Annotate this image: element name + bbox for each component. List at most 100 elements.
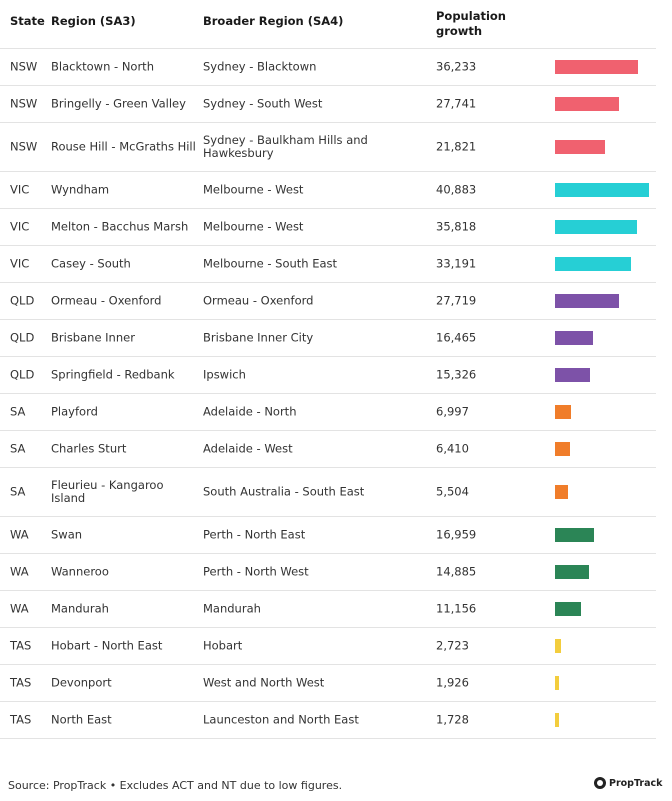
region-cell: Springfield - Redbank bbox=[51, 367, 175, 382]
population-bar bbox=[555, 405, 571, 419]
source-note: Source: PropTrack • Excludes ACT and NT … bbox=[8, 779, 343, 792]
population-bar bbox=[555, 140, 605, 154]
table-row: SA Fleurieu - Kangaroo Island South Austra… bbox=[0, 468, 656, 517]
table-row: SA Playford Adelaide - North 6,997 bbox=[0, 394, 656, 431]
population-cell: 2,723 bbox=[436, 638, 469, 653]
state-cell: TAS bbox=[10, 712, 32, 727]
population-bar bbox=[555, 183, 649, 197]
state-cell: QLD bbox=[10, 293, 35, 308]
population-cell: 5,504 bbox=[436, 484, 469, 499]
region-cell: Casey - South bbox=[51, 256, 131, 271]
state-cell: VIC bbox=[10, 256, 30, 271]
population-bar bbox=[555, 331, 593, 345]
population-cell: 27,719 bbox=[436, 293, 477, 308]
proptrack-logo: PropTrack bbox=[594, 777, 662, 789]
state-cell: SA bbox=[10, 404, 26, 419]
broader-region-cell: Ormeau - Oxenford bbox=[203, 293, 314, 308]
region-cell: Ormeau - Oxenford bbox=[51, 293, 162, 308]
population-bar bbox=[555, 220, 637, 234]
table-row: QLD Springfield - Redbank Ipswich 15,326 bbox=[0, 357, 656, 394]
population-bar bbox=[555, 485, 568, 499]
header-population-growth: Population growth bbox=[436, 9, 506, 38]
population-bar bbox=[555, 442, 570, 456]
region-cell: Rouse Hill - McGraths Hill bbox=[51, 139, 196, 154]
broader-region-cell: Launceston and North East bbox=[203, 712, 359, 727]
table-row: NSW Blacktown - North Sydney - Blacktown 36… bbox=[0, 49, 656, 86]
population-cell: 15,326 bbox=[436, 367, 477, 382]
table-row: SA Charles Sturt Adelaide - West 6,410 bbox=[0, 431, 656, 468]
region-cell: Blacktown - North bbox=[51, 59, 154, 74]
population-cell: 21,821 bbox=[436, 139, 477, 154]
population-bar bbox=[555, 97, 619, 111]
population-cell: 16,465 bbox=[436, 330, 477, 345]
table-header: State Region (SA3) Broader Region (SA4) … bbox=[0, 0, 656, 49]
table-row: WA Wanneroo Perth - North West 14,885 bbox=[0, 554, 656, 591]
broader-region-cell: Ipswich bbox=[203, 367, 246, 382]
region-cell: Brisbane Inner bbox=[51, 330, 135, 345]
table-body: NSW Blacktown - North Sydney - Blacktown 36… bbox=[0, 49, 656, 739]
broader-region-cell: Sydney - South West bbox=[203, 96, 323, 111]
state-cell: TAS bbox=[10, 675, 32, 690]
state-cell: VIC bbox=[10, 219, 30, 234]
table-row: TAS Hobart - North East Hobart 2,723 bbox=[0, 628, 656, 665]
state-cell: QLD bbox=[10, 330, 35, 345]
broader-region-cell: Perth - North West bbox=[203, 564, 309, 579]
population-cell: 6,410 bbox=[436, 441, 469, 456]
state-cell: WA bbox=[10, 601, 29, 616]
population-cell: 35,818 bbox=[436, 219, 477, 234]
table-row: TAS Devonport West and North West 1,926 bbox=[0, 665, 656, 702]
region-cell: Melton - Bacchus Marsh bbox=[51, 219, 189, 234]
broader-region-cell: Brisbane Inner City bbox=[203, 330, 314, 345]
state-cell: NSW bbox=[10, 96, 38, 111]
region-cell: Devonport bbox=[51, 675, 112, 690]
state-cell: VIC bbox=[10, 182, 30, 197]
broader-region-cell: Sydney - Baulkham Hills and Hawkesbury bbox=[203, 133, 368, 160]
proptrack-logo-text: PropTrack bbox=[609, 777, 663, 789]
table-row: NSW Bringelly - Green Valley Sydney - Sout… bbox=[0, 86, 656, 123]
region-cell: Charles Sturt bbox=[51, 441, 127, 456]
region-cell: Hobart - North East bbox=[51, 638, 163, 653]
population-cell: 27,741 bbox=[436, 96, 477, 111]
broader-region-cell: Mandurah bbox=[203, 601, 261, 616]
broader-region-cell: Melbourne - South East bbox=[203, 256, 338, 271]
population-cell: 36,233 bbox=[436, 59, 477, 74]
table-row: QLD Ormeau - Oxenford Ormeau - Oxenford 27,… bbox=[0, 283, 656, 320]
broader-region-cell: South Australia - South East bbox=[203, 484, 365, 499]
population-cell: 14,885 bbox=[436, 564, 477, 579]
table-row: VIC Wyndham Melbourne - West 40,883 bbox=[0, 172, 656, 209]
broader-region-cell: Adelaide - West bbox=[203, 441, 293, 456]
population-bar bbox=[555, 602, 581, 616]
region-cell: Wyndham bbox=[51, 182, 110, 197]
state-cell: QLD bbox=[10, 367, 35, 382]
header-state: State bbox=[10, 14, 45, 28]
population-bar bbox=[555, 639, 561, 653]
table-row: VIC Casey - South Melbourne - South East 33… bbox=[0, 246, 656, 283]
table-row: QLD Brisbane Inner Brisbane Inner City 16,4… bbox=[0, 320, 656, 357]
population-cell: 40,883 bbox=[436, 182, 477, 197]
region-cell: Wanneroo bbox=[51, 564, 109, 579]
broader-region-cell: Melbourne - West bbox=[203, 219, 304, 234]
region-cell: Playford bbox=[51, 404, 98, 419]
population-cell: 16,959 bbox=[436, 527, 477, 542]
broader-region-cell: Sydney - Blacktown bbox=[203, 59, 317, 74]
population-cell: 11,156 bbox=[436, 601, 477, 616]
population-bar bbox=[555, 565, 589, 579]
header-broader-region: Broader Region (SA4) bbox=[203, 14, 344, 28]
table-row: WA Swan Perth - North East 16,959 bbox=[0, 517, 656, 554]
population-bar bbox=[555, 294, 619, 308]
population-bar bbox=[555, 257, 631, 271]
state-cell: SA bbox=[10, 484, 26, 499]
table-row: TAS North East Launceston and North East 1,… bbox=[0, 702, 656, 739]
population-bar bbox=[555, 713, 559, 727]
state-cell: WA bbox=[10, 564, 29, 579]
region-cell: Fleurieu - Kangaroo Island bbox=[51, 478, 164, 505]
region-cell: Swan bbox=[51, 527, 83, 542]
region-cell: Bringelly - Green Valley bbox=[51, 96, 186, 111]
state-cell: TAS bbox=[10, 638, 32, 653]
broader-region-cell: Melbourne - West bbox=[203, 182, 304, 197]
population-cell: 6,997 bbox=[436, 404, 469, 419]
population-cell: 1,926 bbox=[436, 675, 469, 690]
broader-region-cell: Hobart bbox=[203, 638, 243, 653]
population-bar bbox=[555, 60, 638, 74]
population-bar bbox=[555, 676, 559, 690]
